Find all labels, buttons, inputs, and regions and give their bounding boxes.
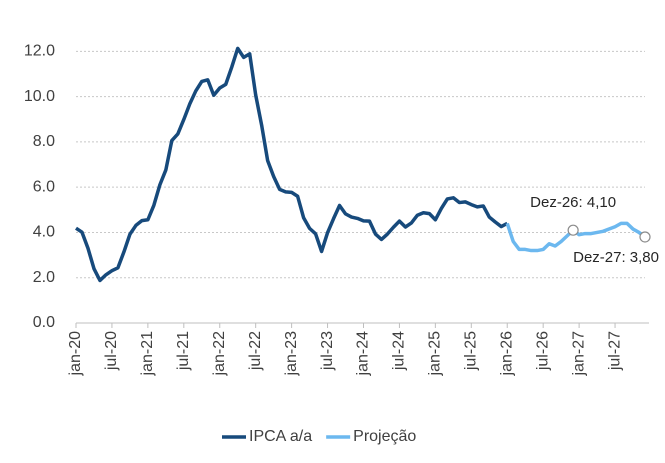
- annotation-marker: [639, 231, 651, 243]
- y-tick-label: 8.0: [33, 133, 55, 150]
- x-tick-label: jan-27: [570, 331, 587, 377]
- x-tick-label: jan-22: [211, 331, 228, 377]
- y-tick-label: 12.0: [24, 43, 55, 60]
- y-tick-label: 4.0: [33, 224, 55, 241]
- x-tick-label: jan-20: [67, 331, 84, 377]
- x-tick-label: jul-23: [319, 331, 336, 371]
- y-tick-label: 0.0: [33, 314, 55, 331]
- x-tick-label: jul-21: [175, 331, 192, 371]
- x-tick-label: jan-21: [139, 331, 156, 377]
- x-tick-label: jul-20: [103, 331, 120, 371]
- x-tick-label: jul-22: [247, 331, 264, 371]
- x-tick-label: jan-23: [283, 331, 300, 377]
- x-tick-label: jan-26: [498, 331, 515, 377]
- annotation-marker: [567, 224, 579, 236]
- legend-label: Projeção: [353, 428, 416, 445]
- x-tick-label: jan-25: [427, 331, 444, 377]
- series-line: [75, 46, 509, 283]
- y-tick-label: 2.0: [33, 269, 55, 286]
- y-tick-label: 6.0: [33, 178, 55, 195]
- y-tick-label: 10.0: [24, 88, 55, 105]
- legend-label: IPCA a/a: [249, 428, 312, 445]
- x-tick-label: jul-24: [391, 331, 408, 371]
- x-tick-label: jul-25: [463, 331, 480, 371]
- x-tick-label: jan-24: [355, 331, 372, 377]
- annotation: Dez-26: 4,10: [530, 194, 616, 211]
- x-tick-label: jul-27: [606, 331, 623, 371]
- x-tick-label: jul-26: [534, 331, 551, 371]
- annotation: Dez-27: 3,80: [573, 249, 659, 266]
